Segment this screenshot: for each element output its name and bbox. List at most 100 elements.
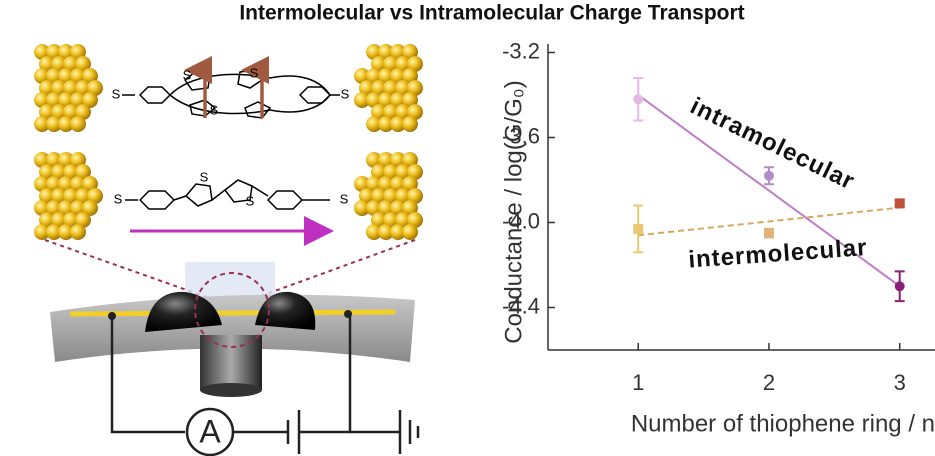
gold-atom — [51, 104, 67, 120]
atom-label: S — [112, 86, 121, 101]
gold-atom — [63, 80, 79, 96]
gold-atom — [402, 44, 418, 60]
gold-atom — [46, 44, 62, 60]
gold-atom — [383, 80, 399, 96]
gold-atom — [366, 92, 382, 108]
schematic: S S S S S S S S S A — [34, 44, 423, 456]
gold-atom — [87, 80, 103, 96]
point — [763, 228, 774, 239]
atom-label: S — [114, 191, 123, 206]
gold-atom — [407, 164, 423, 180]
gold-atom — [63, 212, 79, 228]
gold-atom — [63, 56, 79, 72]
gold-atom — [378, 116, 394, 132]
gold-atom — [58, 176, 74, 192]
gold-atom — [395, 80, 411, 96]
gold-atom — [383, 104, 399, 120]
gold-atom — [75, 164, 91, 180]
y-tick-label: -4.4 — [502, 293, 540, 318]
gold-atom — [359, 80, 375, 96]
atom-label: S — [340, 191, 349, 206]
gold-atom — [407, 212, 423, 228]
gold-atom — [366, 176, 382, 192]
gold-atom — [75, 80, 91, 96]
contact — [344, 310, 352, 318]
gold-atom — [87, 188, 103, 204]
molecule-bottom — [125, 179, 330, 210]
zoom-line — [44, 239, 216, 301]
circuit — [110, 316, 420, 456]
gold-atom — [354, 92, 370, 108]
gold-atom — [390, 176, 406, 192]
gold-atom — [82, 68, 98, 84]
gold-atom — [70, 152, 86, 168]
gold-atom — [63, 164, 79, 180]
point — [894, 198, 905, 209]
gold-atom — [46, 224, 62, 240]
gold-atom — [39, 80, 55, 96]
gold-atom — [70, 200, 86, 216]
gold-atom — [371, 212, 387, 228]
gold-atom — [395, 164, 411, 180]
gold-atom — [402, 152, 418, 168]
gold-atom — [34, 224, 50, 240]
gold-atom — [39, 212, 55, 228]
gold-atom — [407, 80, 423, 96]
gold-atom — [51, 188, 67, 204]
gold-atom — [51, 164, 67, 180]
gold-atom — [58, 224, 74, 240]
atom-label: S — [250, 65, 259, 80]
gold-atom — [402, 92, 418, 108]
gold-atom — [402, 116, 418, 132]
x-tick-label: 1 — [632, 370, 644, 395]
gold-atom — [407, 104, 423, 120]
gold-atom — [359, 188, 375, 204]
gold-atom — [70, 44, 86, 60]
gold-atom — [390, 224, 406, 240]
gold-atom — [58, 116, 74, 132]
gold-atom — [395, 212, 411, 228]
gold-atom — [407, 188, 423, 204]
fit-line — [637, 94, 901, 288]
gold-atom — [366, 152, 382, 168]
gold-atom — [378, 68, 394, 84]
atom-label: S — [210, 102, 219, 117]
gold-atom — [354, 176, 370, 192]
x-tick-label: 2 — [763, 370, 775, 395]
gold-atom — [378, 152, 394, 168]
y-tick-label: -4.0 — [502, 208, 540, 233]
gold-atom — [75, 104, 91, 120]
gold-atom — [70, 224, 86, 240]
gold-atom — [378, 200, 394, 216]
gold-atom — [402, 224, 418, 240]
point — [633, 223, 644, 234]
gold-atom — [378, 92, 394, 108]
gold-atom — [70, 92, 86, 108]
gold-atom — [383, 56, 399, 72]
gold-atom — [390, 152, 406, 168]
gold-atom — [34, 176, 50, 192]
gold-atom — [34, 152, 50, 168]
gold-atom — [39, 56, 55, 72]
wire — [69, 309, 396, 317]
gold-atom — [378, 176, 394, 192]
gold-atom — [371, 80, 387, 96]
gold-atom — [354, 200, 370, 216]
figure-title: Intermolecular vs Intramolecular Charge … — [239, 2, 744, 25]
gold-atom — [63, 104, 79, 120]
pusher — [200, 383, 262, 397]
y-axis-label: Conductance / log(G/G₀) — [500, 80, 527, 343]
gold-atom — [58, 152, 74, 168]
gold-atom — [390, 44, 406, 60]
gold-atom — [46, 116, 62, 132]
gold-atom — [39, 104, 55, 120]
gold-atom — [46, 92, 62, 108]
gold-atom — [395, 56, 411, 72]
gold-atom — [82, 92, 98, 108]
fit-line — [638, 206, 900, 237]
gold-atom — [371, 56, 387, 72]
gold-atom — [63, 188, 79, 204]
gold-atom — [395, 104, 411, 120]
gold-atom — [46, 200, 62, 216]
gold-atom — [34, 68, 50, 84]
